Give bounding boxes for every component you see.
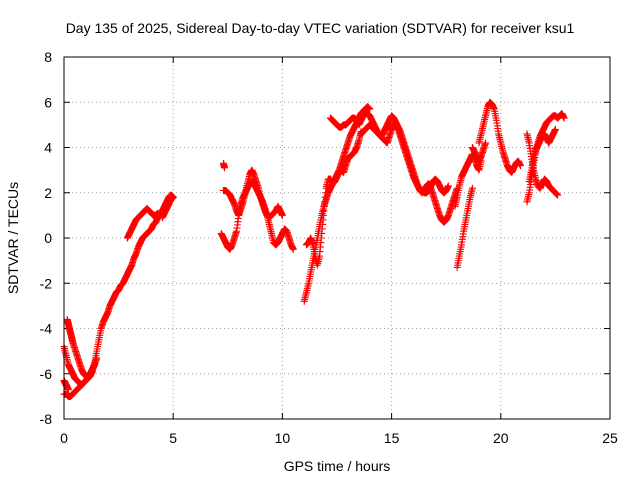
x-tick-label: 15 xyxy=(384,430,400,446)
y-tick-label: -4 xyxy=(40,321,53,337)
x-tick-label: 25 xyxy=(602,430,618,446)
y-tick-label: 6 xyxy=(44,94,52,110)
data-points xyxy=(60,98,568,400)
data-point xyxy=(221,164,229,172)
data-point xyxy=(91,361,99,369)
x-axis-label: GPS time / hours xyxy=(284,458,391,474)
data-point xyxy=(278,211,286,219)
data-point xyxy=(444,182,452,190)
y-tick-label: -2 xyxy=(40,275,53,291)
chart-title: Day 135 of 2025, Sidereal Day-to-day VTE… xyxy=(66,20,575,36)
y-tick-label: 0 xyxy=(44,230,52,246)
y-axis-ticks: -8 -6 -4 -2 0 2 4 6 8 xyxy=(40,49,610,427)
plot-frame xyxy=(63,56,611,420)
y-tick-label: -8 xyxy=(40,411,53,427)
y-tick-label: 4 xyxy=(44,140,52,156)
data-point xyxy=(289,245,297,253)
data-point xyxy=(154,209,162,217)
y-tick-label: 8 xyxy=(44,49,52,65)
y-tick-label: -6 xyxy=(40,366,53,382)
x-tick-label: 5 xyxy=(169,430,177,446)
x-tick-label: 0 xyxy=(60,430,68,446)
x-axis-ticks: 0 5 10 15 20 25 xyxy=(60,57,618,446)
data-point xyxy=(468,184,476,192)
data-point xyxy=(554,191,562,199)
data-point xyxy=(560,114,568,122)
data-point xyxy=(482,139,490,147)
data-point xyxy=(366,105,374,113)
data-point xyxy=(93,354,101,362)
y-axis-label: SDTVAR / TECUs xyxy=(5,182,21,294)
data-point xyxy=(64,386,72,394)
x-tick-label: 20 xyxy=(493,430,509,446)
y-tick-label: 2 xyxy=(44,185,52,201)
x-tick-label: 10 xyxy=(275,430,291,446)
data-point xyxy=(516,162,524,170)
data-point xyxy=(169,193,177,201)
data-point xyxy=(551,125,559,133)
